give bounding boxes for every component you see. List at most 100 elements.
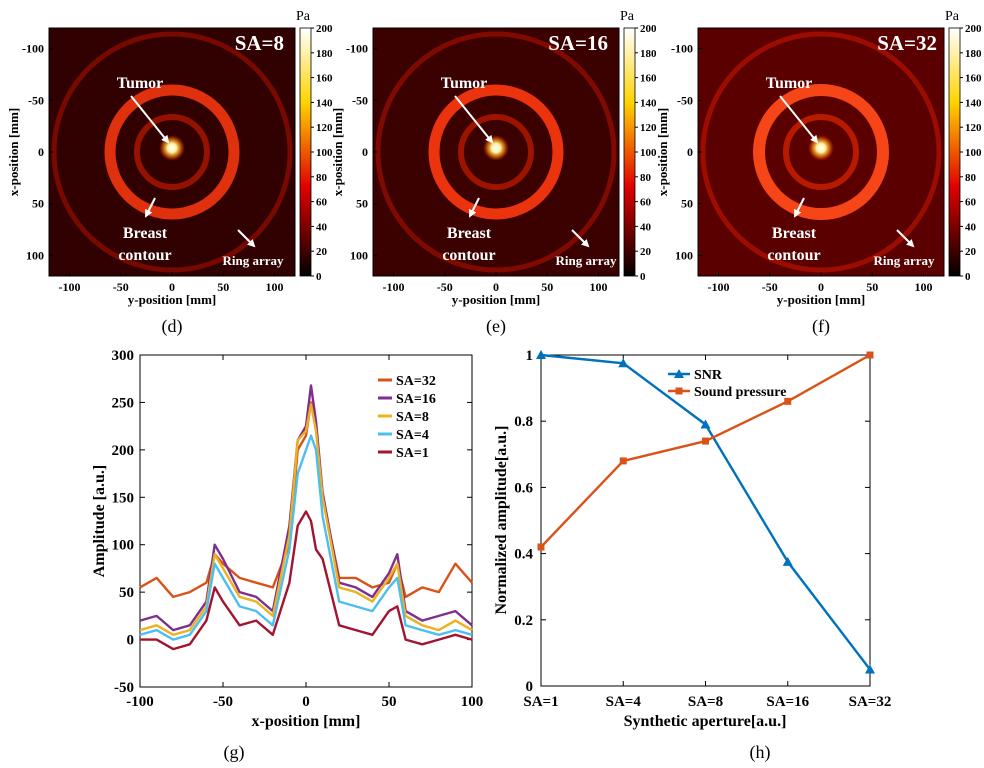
y-tick-label: 150 — [112, 490, 135, 506]
legend: SNR Sound pressure — [668, 368, 786, 400]
data-point-snr — [865, 664, 875, 674]
y-tick-label: 0.2 — [514, 613, 533, 629]
data-point-sound-pressure — [619, 457, 627, 465]
y-tick-label: 100 — [350, 248, 368, 262]
panel-label: (d) — [162, 316, 183, 337]
x-tick-label: SA=8 — [688, 694, 723, 710]
y-tick-label: 100 — [675, 248, 693, 262]
tumor-arrow — [779, 95, 819, 144]
data-point-sound-pressure — [702, 437, 709, 445]
x-tick-label: 100 — [461, 694, 484, 710]
tumor-spot — [808, 135, 834, 161]
colorbar-tick-label: 200 — [640, 23, 657, 35]
y-tick-label: 50 — [32, 197, 44, 211]
colorbar-tick-label: 160 — [965, 73, 982, 85]
x-tick-label: -100 — [383, 280, 405, 294]
y-tick-label: 0 — [362, 145, 368, 159]
ticks: SA=1 SA=4 SA=8 SA=16 SA=32 0 0.2 0.4 0.6 0.8 1 — [514, 348, 891, 710]
series-line-sa-1 — [140, 510, 473, 651]
map-panel-f: SA=32 Tumor Breast contour Ring array -1… — [655, 9, 982, 337]
colorbar-tick-label: 80 — [640, 172, 652, 184]
ring-array-label: Ring array — [873, 253, 935, 268]
x-ticks: -100 -50 0 50 100 — [383, 272, 608, 294]
breast-contour-ring — [104, 84, 240, 220]
colorbar — [623, 27, 636, 277]
colorbar-tick-label: 0 — [965, 271, 971, 283]
panel-label: (h) — [750, 742, 771, 763]
colorbar-tick-label: 40 — [640, 221, 652, 233]
map-panel-d: SA=8 Tumor Breast contour Ring array -10… — [6, 9, 333, 337]
y-axis-label: Normalized amplitude[a.u.] — [493, 426, 510, 615]
map-panel-e: SA=16 Tumor Breast contour Ring array -1… — [330, 9, 657, 337]
data-point-sound-pressure — [537, 543, 545, 551]
legend-label: SA=4 — [396, 428, 429, 443]
colorbar-tick-label: 20 — [965, 246, 977, 258]
tumor-label: Tumor — [117, 75, 164, 92]
x-tick-label: -50 — [762, 280, 778, 294]
inner-tissue-ring — [134, 114, 210, 190]
plot-area — [139, 354, 473, 688]
x-axis-label: y-position [mm] — [128, 292, 216, 307]
y-tick-label: 50 — [681, 197, 693, 211]
tumor-spot — [483, 135, 509, 161]
y-tick-label: 250 — [112, 395, 135, 411]
plot-area — [540, 354, 871, 687]
series-line-sa-4 — [139, 434, 473, 641]
ring-array-label: Ring array — [222, 253, 284, 268]
data-point-sound-pressure — [784, 397, 792, 405]
x-tick-label: 0 — [169, 280, 175, 294]
breast-contour-ring — [753, 84, 889, 220]
sa-label: SA=16 — [548, 31, 608, 55]
x-axis-label: y-position [mm] — [777, 292, 865, 307]
y-tick-label: 0 — [687, 145, 693, 159]
x-tick-label: SA=32 — [849, 694, 892, 710]
colorbar-unit: Pa — [945, 9, 960, 24]
colorbar-tick-label: 80 — [316, 172, 328, 184]
ring-array-circle — [375, 31, 617, 273]
x-tick-label: -100 — [59, 280, 81, 294]
contour-label: contour — [118, 247, 171, 264]
y-tick-label: 0 — [127, 633, 135, 649]
normalized-amplitude-chart: SA=1 SA=4 SA=8 SA=16 SA=32 0 0.2 0.4 0.6 0.8 1 SNR… — [493, 348, 891, 763]
y-tick-label: -50 — [677, 93, 693, 107]
legend-marker — [674, 369, 684, 378]
colorbar-tick-label: 60 — [640, 197, 652, 209]
x-tick-label: 50 — [541, 280, 553, 294]
y-tick-label: -50 — [114, 680, 134, 696]
y-ticks: -100 -50 0 50 100 — [671, 42, 702, 262]
series-lines — [536, 350, 875, 674]
colorbar-ticks: 0 20 40 60 80 100 120 140 160 180 200 — [960, 23, 982, 283]
colorbar-tick-label: 0 — [316, 271, 322, 283]
y-ticks: -100 -50 0 50 100 — [22, 42, 53, 262]
colorbar-tick-label: 40 — [316, 221, 328, 233]
ring-array-label: Ring array — [555, 253, 617, 268]
sa-label: SA=32 — [877, 31, 937, 55]
colorbar — [948, 27, 961, 277]
colorbar-tick-label: 200 — [316, 23, 333, 35]
x-tick-label: 50 — [217, 280, 229, 294]
x-tick-label: -100 — [708, 280, 730, 294]
x-axis-label: y-position [mm] — [452, 292, 540, 307]
legend-label: Sound pressure — [694, 385, 786, 400]
colorbar-tick-label: 60 — [965, 197, 977, 209]
colorbar-tick-label: 160 — [640, 73, 657, 85]
x-tick-label: SA=16 — [766, 694, 809, 710]
colorbar-tick-label: 60 — [316, 197, 328, 209]
breast-arrow — [469, 197, 480, 218]
x-ticks: -100 -50 0 50 100 — [708, 272, 933, 294]
legend: SA=32 SA=16 SA=8 SA=4 SA=1 — [378, 374, 436, 461]
x-tick-label: SA=4 — [606, 694, 642, 710]
tumor-spot — [159, 135, 185, 161]
x-tick-label: SA=1 — [523, 694, 558, 710]
x-axis-label: Synthetic aperture[a.u.] — [624, 713, 787, 730]
tumor-label: Tumor — [441, 75, 488, 92]
colorbar-unit: Pa — [620, 9, 635, 24]
legend-label: SA=32 — [396, 374, 436, 389]
y-tick-label: -100 — [346, 42, 368, 56]
y-tick-label: 1 — [526, 348, 534, 364]
x-tick-label: -50 — [437, 280, 453, 294]
breast-label: Breast — [772, 225, 817, 242]
y-tick-label: 200 — [112, 443, 135, 459]
